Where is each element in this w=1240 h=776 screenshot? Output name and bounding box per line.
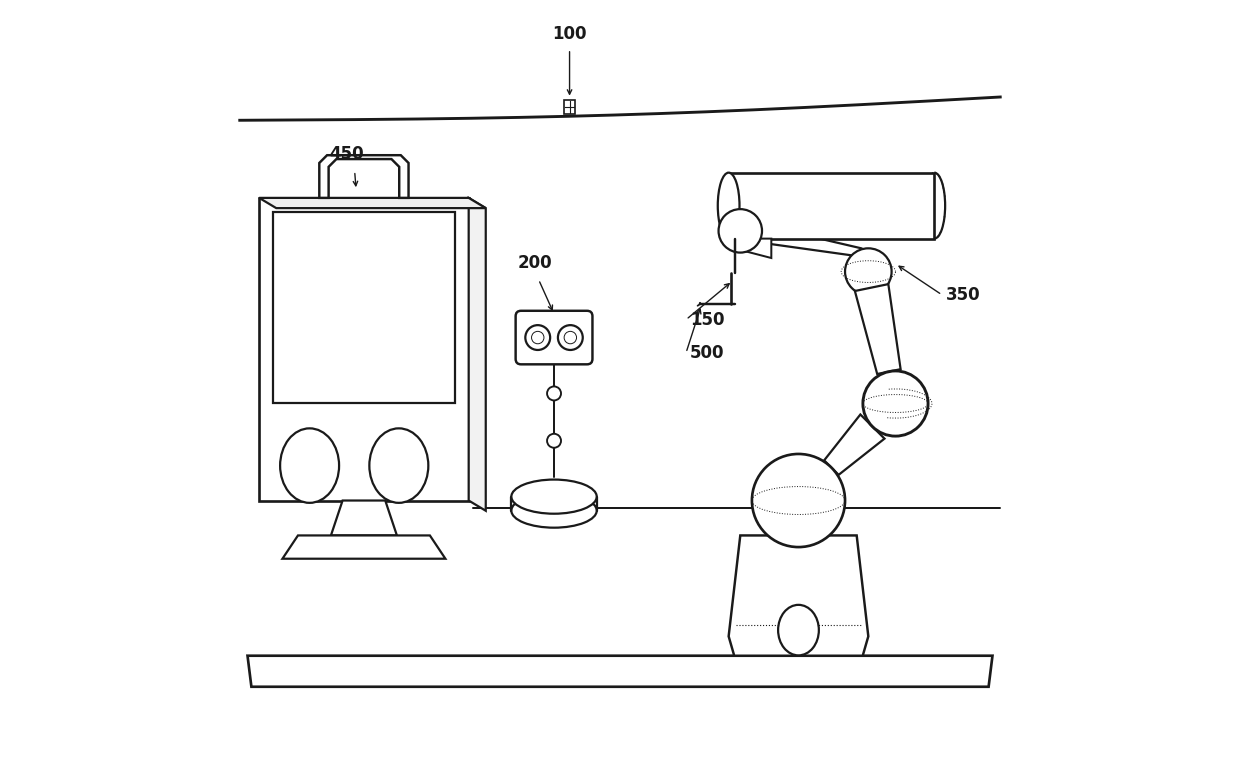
Polygon shape bbox=[469, 198, 486, 511]
Polygon shape bbox=[729, 535, 868, 656]
Bar bbox=[564, 100, 575, 114]
Ellipse shape bbox=[370, 428, 428, 503]
Polygon shape bbox=[854, 284, 900, 374]
Ellipse shape bbox=[718, 172, 739, 239]
Ellipse shape bbox=[280, 428, 339, 503]
Circle shape bbox=[564, 331, 577, 344]
Polygon shape bbox=[283, 535, 445, 559]
Polygon shape bbox=[259, 198, 486, 208]
Bar bbox=[729, 173, 934, 239]
Circle shape bbox=[718, 210, 763, 253]
Text: 500: 500 bbox=[689, 344, 724, 362]
Ellipse shape bbox=[779, 605, 818, 656]
Polygon shape bbox=[737, 220, 884, 260]
FancyBboxPatch shape bbox=[516, 311, 593, 365]
Bar bbox=[273, 212, 455, 403]
Circle shape bbox=[844, 248, 892, 295]
Circle shape bbox=[751, 454, 844, 547]
Polygon shape bbox=[248, 656, 992, 687]
Bar bbox=[259, 198, 469, 501]
Text: 200: 200 bbox=[517, 254, 552, 272]
Ellipse shape bbox=[511, 494, 596, 528]
Circle shape bbox=[547, 434, 560, 448]
Circle shape bbox=[547, 386, 560, 400]
Polygon shape bbox=[825, 414, 884, 475]
Polygon shape bbox=[320, 155, 408, 198]
Ellipse shape bbox=[511, 480, 596, 514]
Polygon shape bbox=[733, 239, 771, 258]
Circle shape bbox=[863, 371, 928, 436]
Text: 450: 450 bbox=[330, 145, 365, 163]
Circle shape bbox=[558, 325, 583, 350]
Circle shape bbox=[526, 325, 551, 350]
Text: 150: 150 bbox=[689, 310, 724, 329]
Ellipse shape bbox=[924, 172, 945, 239]
Polygon shape bbox=[331, 501, 397, 535]
Circle shape bbox=[532, 331, 544, 344]
Text: 100: 100 bbox=[552, 25, 587, 43]
Text: 350: 350 bbox=[946, 286, 981, 304]
